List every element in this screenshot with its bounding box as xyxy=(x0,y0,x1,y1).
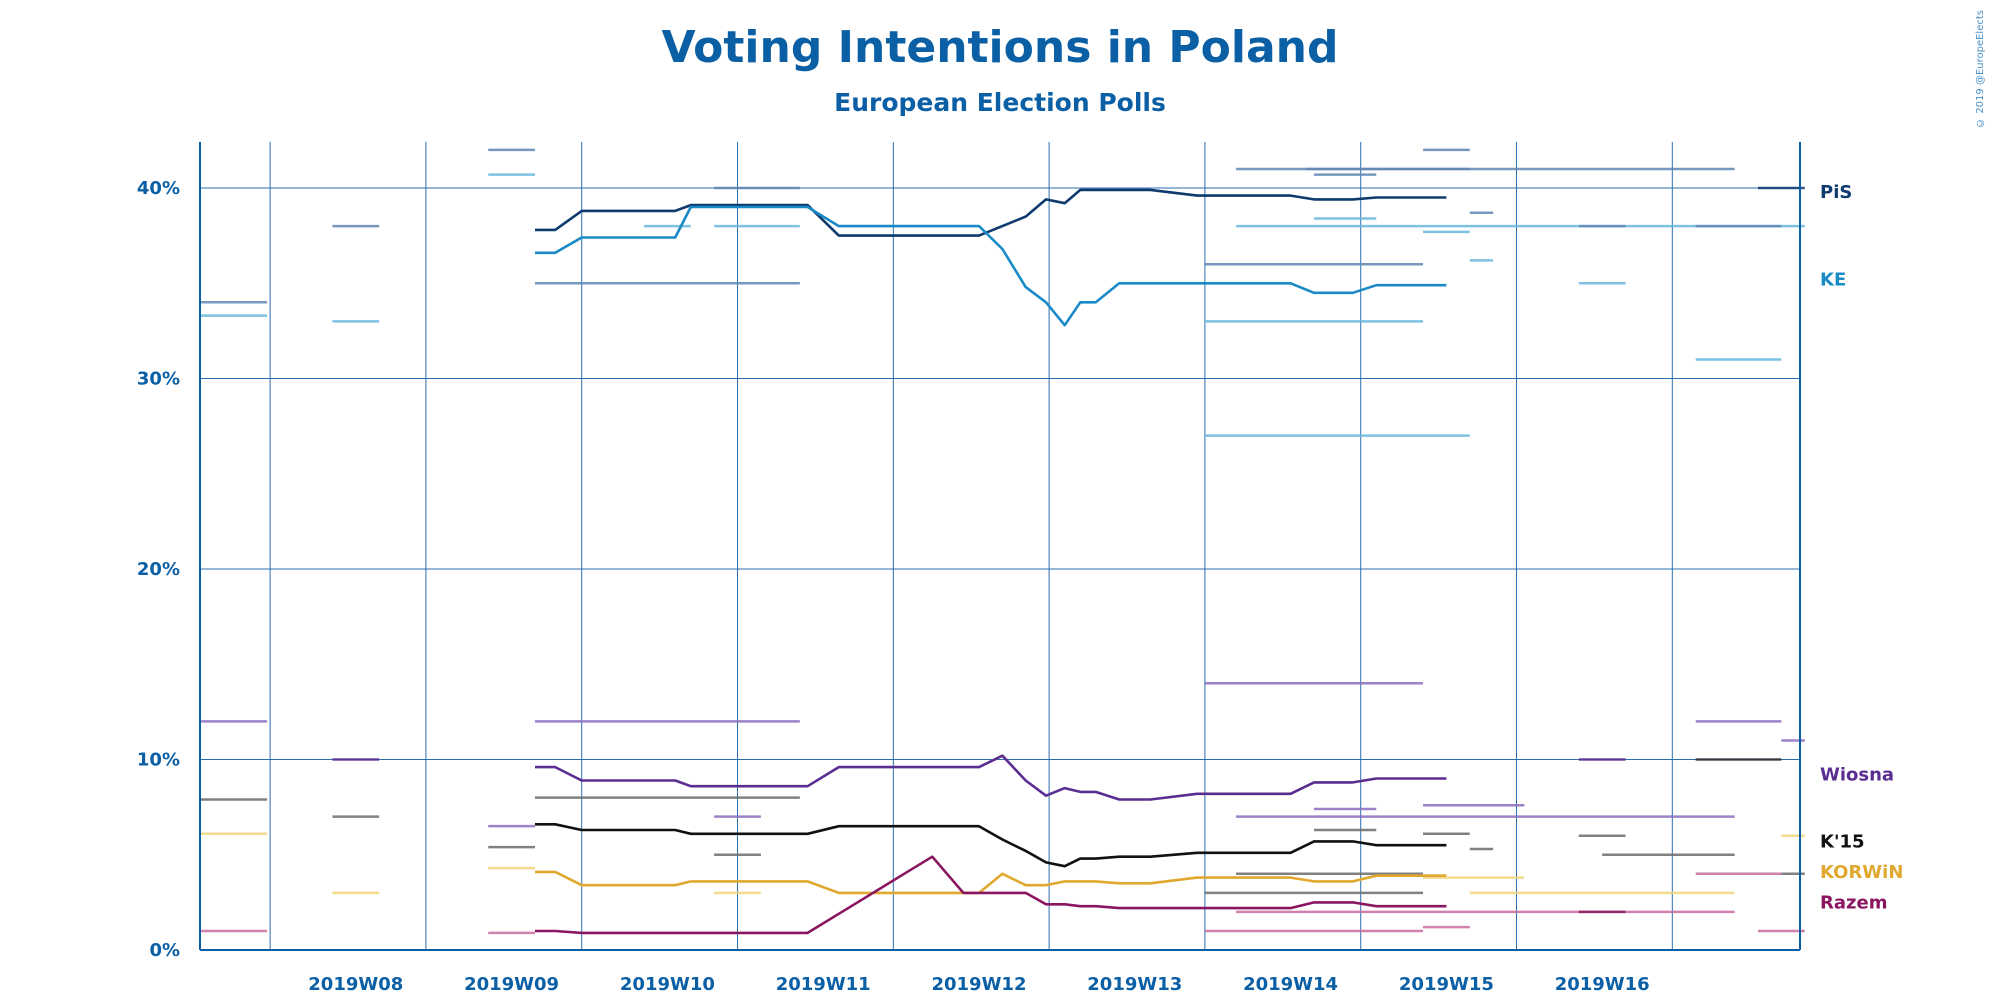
series-line-ke xyxy=(535,205,1447,327)
grid-lines xyxy=(200,142,1800,950)
party-label: KE xyxy=(1820,269,1846,290)
series-line-pis xyxy=(535,188,1447,237)
x-tick-label: 2019W11 xyxy=(776,974,871,995)
x-tick-labels: 2019W08 2019W09 2019W10 2019W11 2019W12 2019W… xyxy=(308,974,1649,995)
axes xyxy=(199,142,1801,951)
y-tick-label: 0% xyxy=(149,940,180,961)
poll-markers xyxy=(200,148,1805,935)
x-tick-label: 2019W15 xyxy=(1399,974,1494,995)
party-label: KORWiN xyxy=(1820,862,1903,883)
y-tick-label: 20% xyxy=(137,559,180,580)
party-labels: PiS KE Wiosna K'15 KORWiN Razem xyxy=(1820,182,1903,914)
x-tick-label: 2019W12 xyxy=(931,974,1026,995)
x-tick-label: 2019W09 xyxy=(464,974,559,995)
x-tick-label: 2019W13 xyxy=(1087,974,1182,995)
party-label: Razem xyxy=(1820,892,1887,913)
party-label: PiS xyxy=(1820,182,1852,203)
trend-lines xyxy=(535,188,1447,935)
series-line-wiosna xyxy=(535,754,1447,801)
x-tick-label: 2019W08 xyxy=(308,974,403,995)
series-line-korwin xyxy=(535,870,1447,895)
y-tick-label: 30% xyxy=(137,369,180,390)
chart-subtitle: European Election Polls xyxy=(834,88,1166,117)
x-tick-label: 2019W10 xyxy=(620,974,715,995)
x-tick-label: 2019W16 xyxy=(1555,974,1650,995)
series-line-k15 xyxy=(535,822,1447,868)
x-tick-label: 2019W14 xyxy=(1243,974,1338,995)
party-label: K'15 xyxy=(1820,831,1865,852)
y-tick-label: 40% xyxy=(137,178,180,199)
party-label: Wiosna xyxy=(1820,765,1894,786)
y-tick-label: 10% xyxy=(137,750,180,771)
chart-title: Voting Intentions in Poland xyxy=(661,22,1339,73)
series-line-razem xyxy=(535,855,1447,935)
y-tick-labels: 0% 10% 20% 30% 40% xyxy=(137,178,180,961)
